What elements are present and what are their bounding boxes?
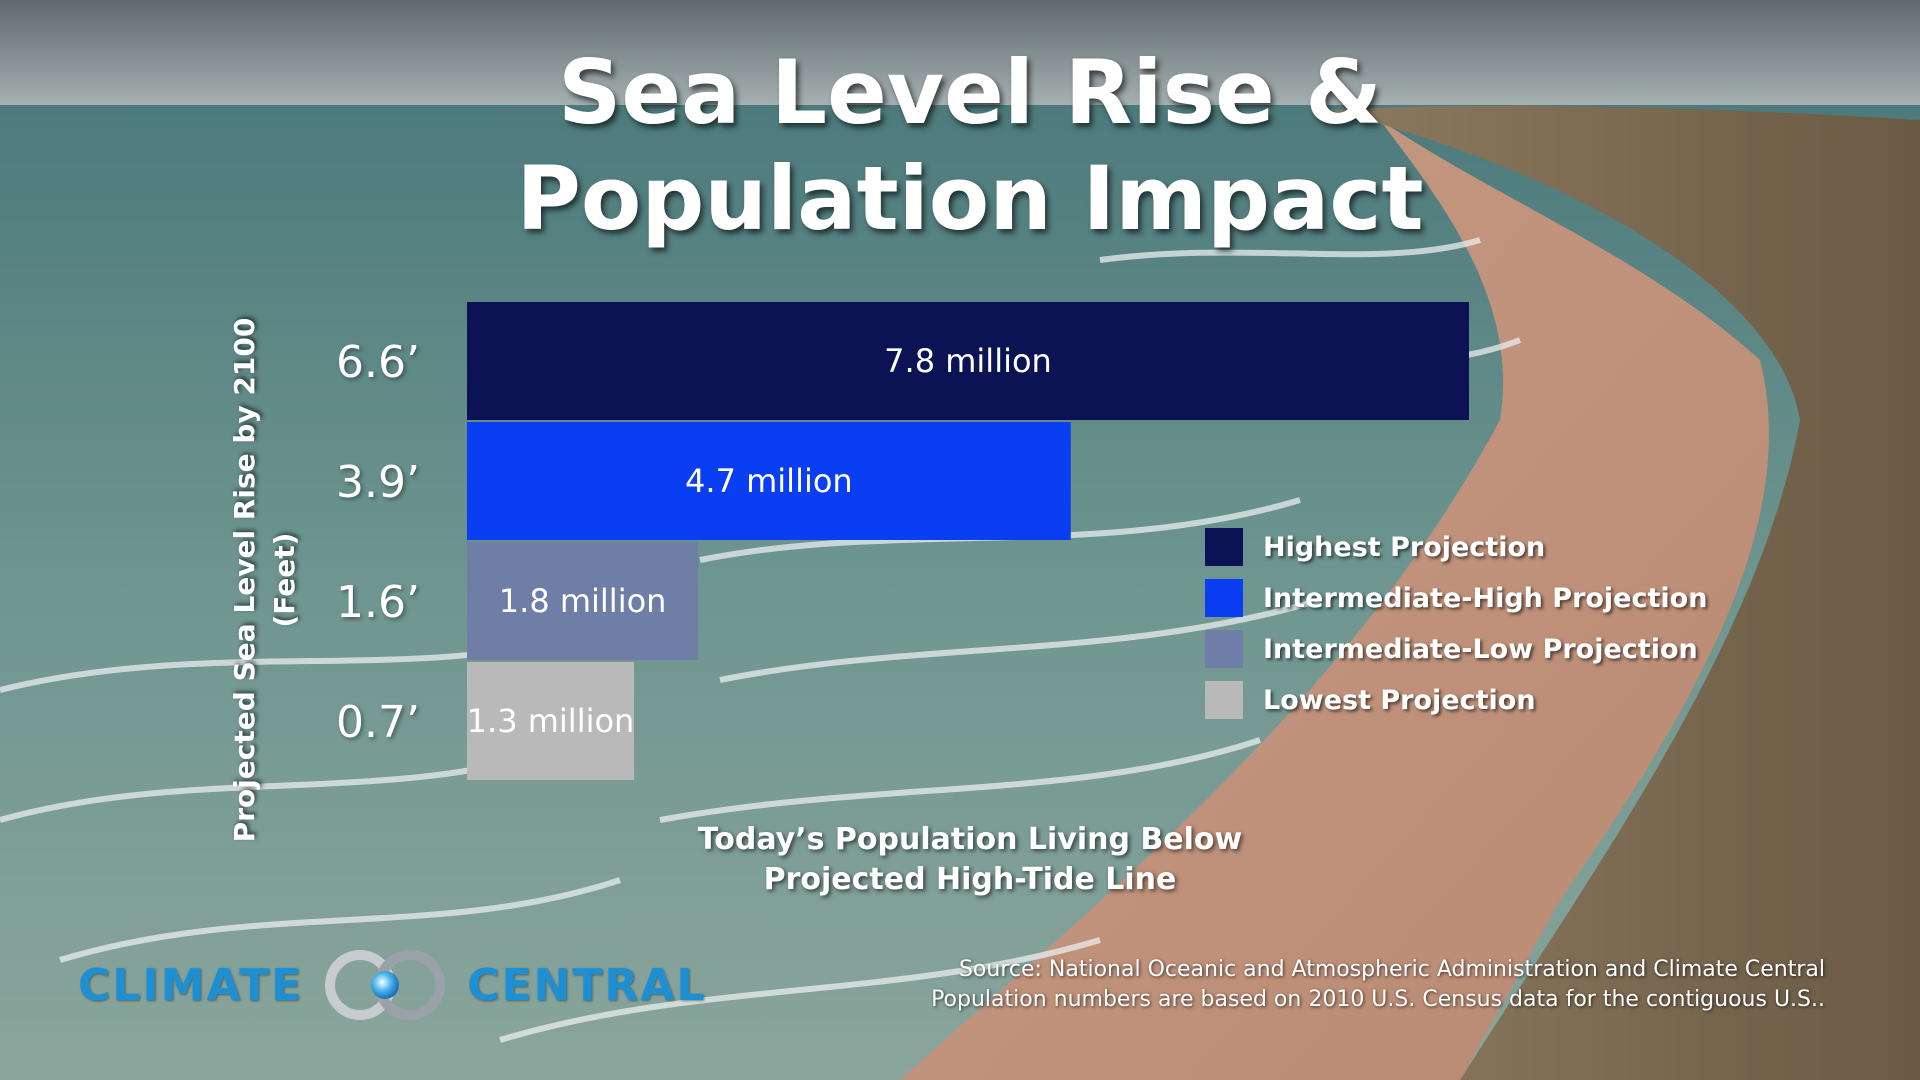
- bar-value-label-intermediate-low: 1.8 million: [499, 582, 667, 620]
- logo-word-left: CLIMATE: [78, 959, 304, 1011]
- title-line-1: Sea Level Rise &: [557, 41, 1383, 144]
- legend-swatch-lowest: [1205, 681, 1243, 719]
- x-axis-label-line-1: Today’s Population Living Below: [697, 822, 1243, 857]
- logo-word-right: CENTRAL: [467, 959, 707, 1011]
- bar-value-label-highest: 7.8 million: [884, 342, 1052, 380]
- climate-central-logo: CLIMATE CENTRAL: [78, 950, 706, 1020]
- legend: Highest Projection Intermediate-High Pro…: [1205, 527, 1707, 731]
- bar-value-label-lowest: 1.3 million: [467, 702, 635, 740]
- page-title: Sea Level Rise & Population Impact: [300, 40, 1640, 252]
- y-tick-label-intermediate-low: 1.6’: [336, 577, 420, 628]
- legend-item-intermediate-high: Intermediate-High Projection: [1205, 578, 1707, 618]
- legend-label-lowest: Lowest Projection: [1263, 684, 1536, 716]
- bar-intermediate-high: [467, 422, 1071, 540]
- bar-intermediate-low: [467, 542, 699, 660]
- legend-swatch-intermediate-high: [1205, 579, 1243, 617]
- legend-label-intermediate-low: Intermediate-Low Projection: [1263, 633, 1698, 665]
- source-line-2: Population numbers are based on 2010 U.S…: [931, 987, 1825, 1012]
- x-axis-label-line-2: Projected High-Tide Line: [763, 862, 1177, 897]
- legend-label-highest: Highest Projection: [1263, 531, 1546, 563]
- legend-swatch-intermediate-low: [1205, 630, 1243, 668]
- legend-item-lowest: Lowest Projection: [1205, 680, 1707, 720]
- source-note: Source: National Oceanic and Atmospheric…: [931, 955, 1825, 1015]
- legend-item-highest: Highest Projection: [1205, 527, 1707, 567]
- bar-lowest: [467, 662, 634, 780]
- bar-value-label-intermediate-high: 4.7 million: [685, 462, 853, 500]
- title-line-2: Population Impact: [516, 147, 1424, 250]
- logo-rings-icon: [325, 950, 446, 1020]
- y-tick-label-highest: 6.6’: [336, 337, 420, 388]
- source-line-1: Source: National Oceanic and Atmospheric…: [958, 957, 1825, 982]
- legend-swatch-highest: [1205, 528, 1243, 566]
- bar-highest: [467, 302, 1469, 420]
- legend-label-intermediate-high: Intermediate-High Projection: [1263, 582, 1708, 614]
- legend-item-intermediate-low: Intermediate-Low Projection: [1205, 629, 1707, 669]
- x-axis-label: Today’s Population Living Below Projecte…: [620, 820, 1320, 900]
- y-tick-label-lowest: 0.7’: [336, 697, 420, 748]
- y-tick-label-intermediate-high: 3.9’: [336, 457, 420, 508]
